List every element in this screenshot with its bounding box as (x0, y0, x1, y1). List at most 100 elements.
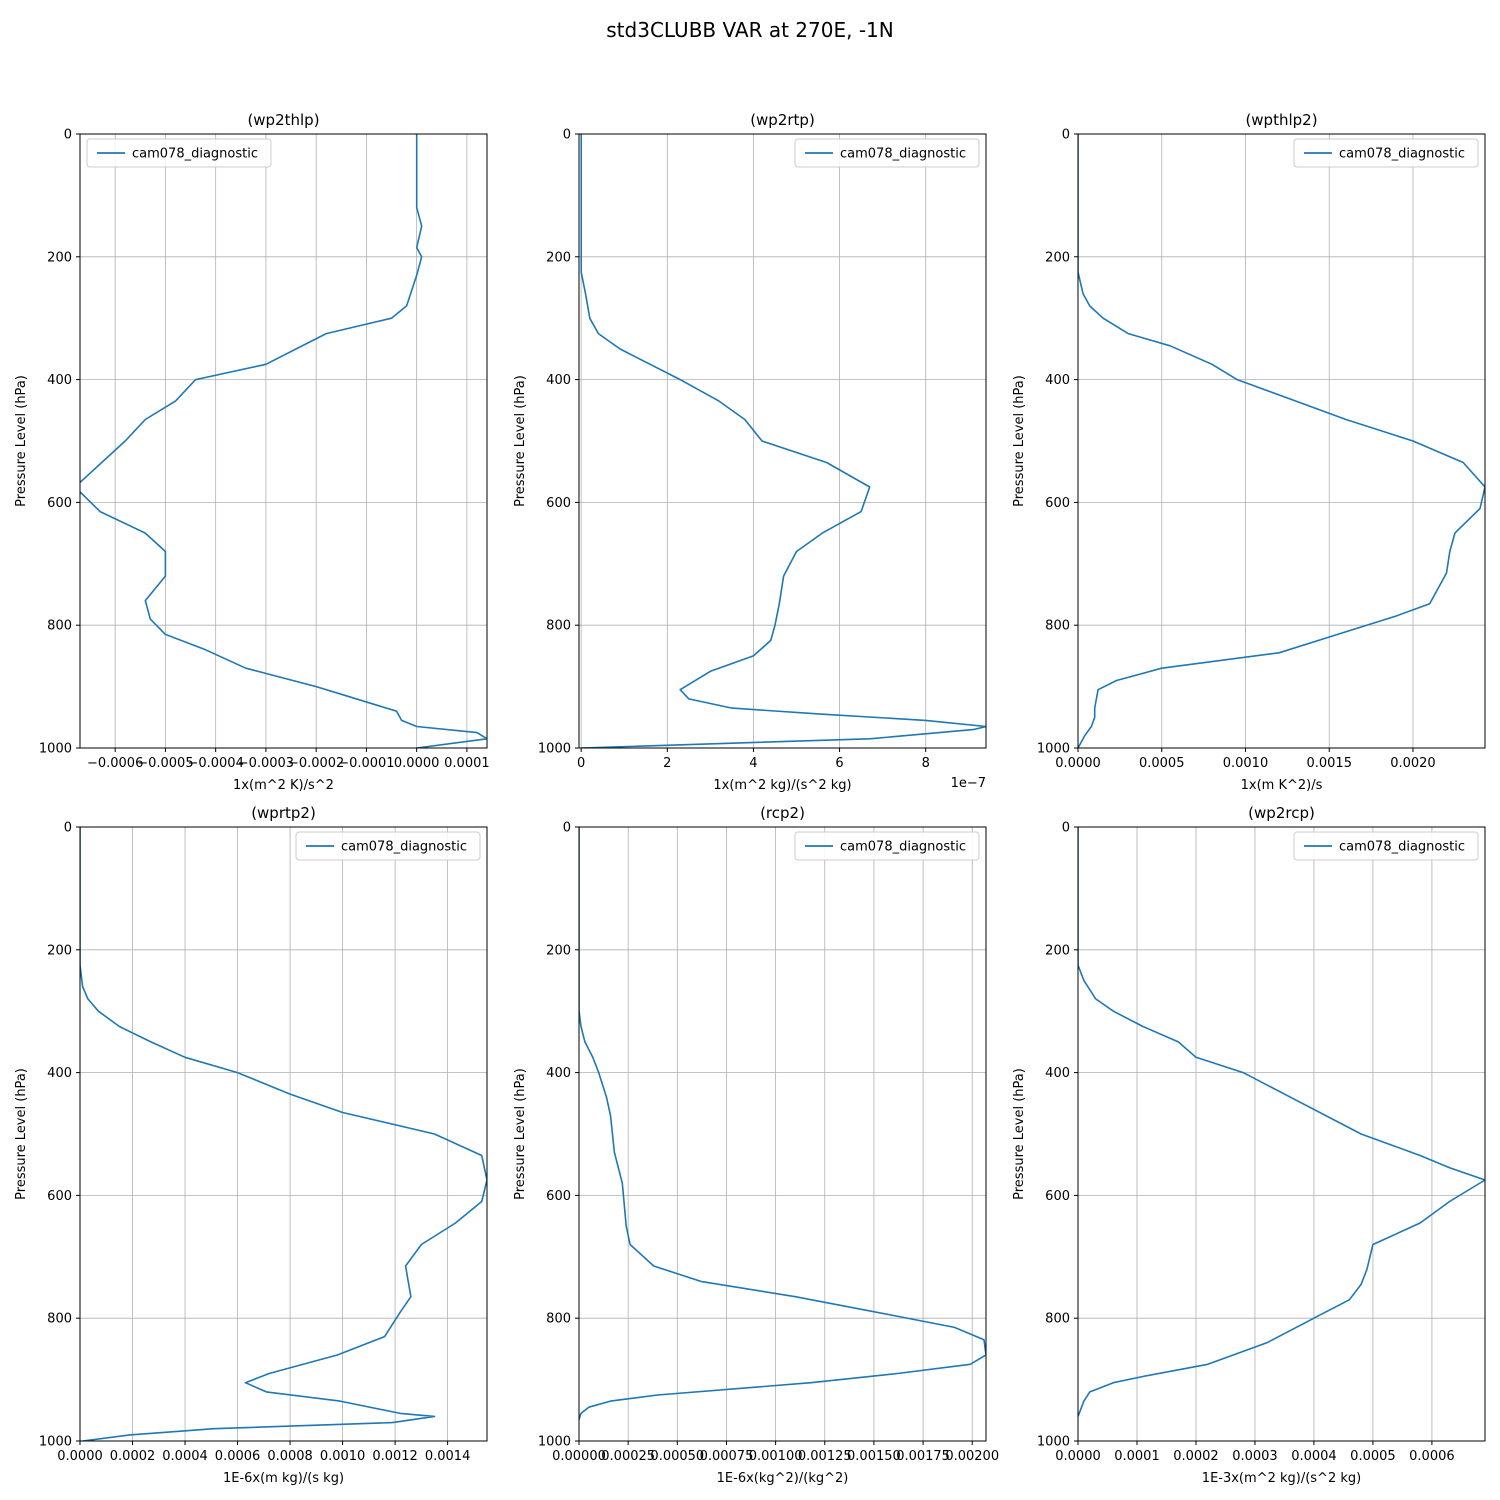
series-line (579, 827, 986, 1420)
legend-label: cam078_diagnostic (132, 147, 258, 162)
x-tick-label: 0.0002 (110, 1449, 156, 1464)
y-tick-label: 1000 (1037, 742, 1070, 757)
panel-title: (wp2rcp) (1248, 804, 1315, 822)
y-tick-label: 600 (546, 1189, 571, 1204)
y-tick-label: 1000 (1037, 1435, 1070, 1450)
panel-1: −0.0006−0.0005−0.0004−0.0003−0.0002−0.00… (14, 111, 490, 793)
panel-title: (wpthlp2) (1245, 111, 1317, 129)
legend-box (86, 138, 272, 168)
y-tick-label: 800 (546, 1312, 571, 1327)
y-tick-label: 800 (1045, 1312, 1070, 1327)
x-axis-label: 1E-6x(m kg)/(s kg) (223, 1471, 344, 1486)
y-tick-label: 200 (546, 943, 571, 958)
legend-box (295, 831, 481, 861)
series-line (80, 134, 487, 748)
y-tick-label: 0 (563, 128, 571, 143)
y-axis-label: Pressure Level (hPa) (14, 1068, 29, 1200)
x-tick-label: 0.00075 (700, 1449, 754, 1464)
x-tick-label: 0.00175 (896, 1449, 950, 1464)
x-tick-label: 0.00125 (798, 1449, 852, 1464)
axes-frame (79, 826, 488, 1442)
panel-title: (wprtp2) (251, 804, 316, 822)
x-tick-label: 0.0010 (1223, 756, 1269, 771)
x-axis-label: 1E-3x(m^2 kg)/(s^2 kg) (1202, 1471, 1361, 1486)
x-tick-label: 0.0004 (162, 1449, 208, 1464)
x-tick-label: 0.0008 (267, 1449, 313, 1464)
y-tick-label: 1000 (39, 742, 72, 757)
y-tick-label: 400 (1045, 373, 1070, 388)
panel-3: 0.0000 0.0005 0.0010 0.0015 0.0020 0 200 400 600… (1012, 111, 1486, 793)
legend: cam078_diagnostic (1293, 138, 1479, 168)
y-tick-label: 0 (1062, 128, 1070, 143)
x-tick-label: −0.0003 (238, 756, 294, 771)
x-axis-label: 1x(m^2 K)/s^2 (233, 778, 334, 793)
y-axis-label: Pressure Level (hPa) (513, 375, 528, 507)
axes-frame (1077, 133, 1486, 749)
legend-box (794, 138, 980, 168)
y-tick-label: 800 (1045, 619, 1070, 634)
y-tick-label: 1000 (39, 1435, 72, 1450)
x-tick-label: 0.0002 (1173, 1449, 1219, 1464)
x-tick-label: −0.0002 (288, 756, 344, 771)
y-tick-label: 800 (47, 1312, 72, 1327)
y-tick-label: 1000 (538, 1435, 571, 1450)
panel-4: 0.0000 0.0002 0.0004 0.0006 0.0008 0.0010 0.00… (14, 804, 488, 1486)
x-tick-label: 4 (749, 756, 757, 771)
series-line (580, 134, 986, 748)
x-tick-label: −0.0001 (338, 756, 394, 771)
y-tick-label: 0 (64, 821, 72, 836)
x-offset-label: 1e−7 (951, 776, 986, 791)
panels-container: −0.0006−0.0005−0.0004−0.0003−0.0002−0.00… (14, 111, 1486, 1486)
x-tick-label: 0.0003 (1232, 1449, 1278, 1464)
legend: cam078_diagnostic (794, 138, 980, 168)
x-tick-label: 0.0000 (394, 756, 440, 771)
y-tick-label: 600 (47, 496, 72, 511)
y-tick-label: 800 (47, 619, 72, 634)
x-tick-label: 0.0006 (1409, 1449, 1455, 1464)
x-tick-label: 0.00025 (601, 1449, 655, 1464)
axes-frame (79, 133, 488, 749)
y-tick-label: 800 (546, 619, 571, 634)
legend: cam078_diagnostic (295, 831, 481, 861)
x-tick-label: 0.0001 (444, 756, 490, 771)
x-tick-label: 0.0014 (425, 1449, 471, 1464)
series-line (80, 827, 487, 1441)
x-tick-label: 6 (835, 756, 843, 771)
x-tick-label: 0.0012 (372, 1449, 418, 1464)
x-tick-label: 0.0000 (1055, 756, 1101, 771)
x-tick-label: 0.0006 (215, 1449, 261, 1464)
y-axis-label: Pressure Level (hPa) (513, 1068, 528, 1200)
x-tick-label: 0.00100 (749, 1449, 803, 1464)
legend-box (1293, 831, 1479, 861)
y-tick-label: 200 (1045, 250, 1070, 265)
x-tick-label: −0.0004 (187, 756, 243, 771)
y-tick-label: 600 (47, 1189, 72, 1204)
axes-frame (1077, 826, 1486, 1442)
y-tick-label: 600 (1045, 496, 1070, 511)
y-tick-label: 200 (47, 250, 72, 265)
x-tick-label: 0.00050 (650, 1449, 704, 1464)
x-tick-label: 0.0005 (1350, 1449, 1396, 1464)
y-tick-label: 200 (546, 250, 571, 265)
y-tick-label: 400 (546, 1066, 571, 1081)
series-line (1078, 827, 1485, 1417)
x-tick-label: 0.00150 (847, 1449, 901, 1464)
x-tick-label: −0.0006 (87, 756, 143, 771)
x-axis-label: 1E-6x(kg^2)/(kg^2) (717, 1471, 849, 1486)
legend-box (1293, 138, 1479, 168)
y-tick-label: 200 (1045, 943, 1070, 958)
legend-label: cam078_diagnostic (1339, 147, 1465, 162)
y-tick-label: 600 (546, 496, 571, 511)
x-tick-label: 0.0005 (1139, 756, 1185, 771)
panel-2: 0 2 4 6 8 0 200 400 600 800 1000 1e−7 (wp2rtp) 1x(m^2… (513, 111, 987, 793)
y-tick-label: 400 (47, 1066, 72, 1081)
legend-box (794, 831, 980, 861)
axes-frame (578, 826, 987, 1442)
x-tick-label: 2 (663, 756, 671, 771)
y-tick-label: 1000 (538, 742, 571, 757)
x-tick-label: 0.0001 (1114, 1449, 1160, 1464)
y-axis-label: Pressure Level (hPa) (1012, 1068, 1027, 1200)
y-tick-label: 0 (64, 128, 72, 143)
y-tick-label: 200 (47, 943, 72, 958)
